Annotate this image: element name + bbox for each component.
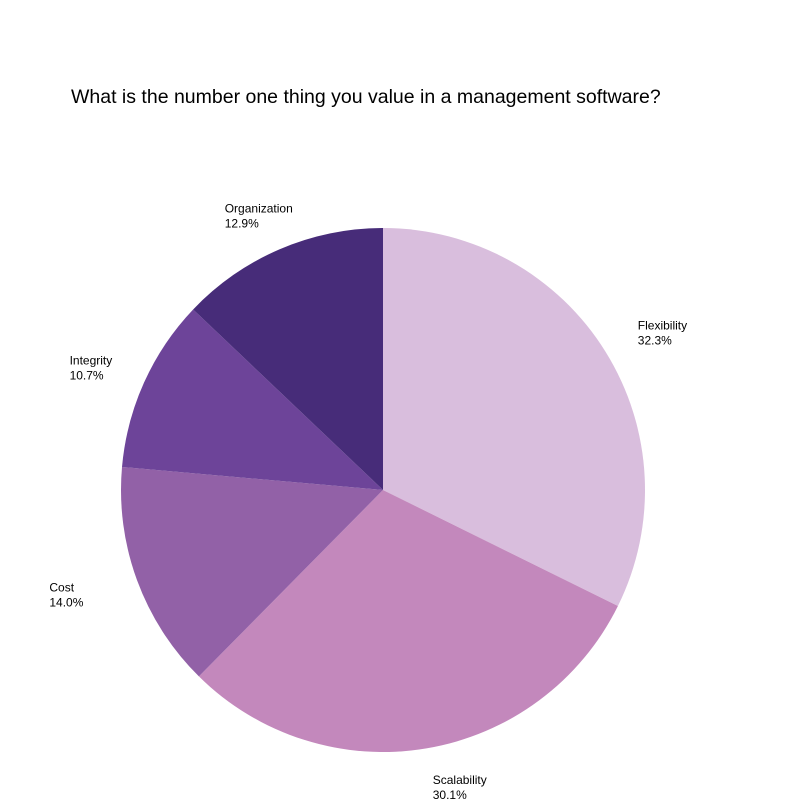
pie-slice-scalability xyxy=(198,490,618,752)
slice-label-scalability: Scalability 30.1% xyxy=(433,773,487,800)
pie-labels: Flexibility 32.3% Scalability 30.1% Cost 14.0… xyxy=(49,201,687,800)
pie-slice-integrity xyxy=(122,309,383,490)
pie-slice-cost xyxy=(121,466,383,677)
slice-label-name: Organization xyxy=(225,201,293,215)
slice-label-flexibility: Flexibility 32.3% xyxy=(638,319,687,348)
slice-label-cost: Cost 14.0% xyxy=(49,580,83,609)
pie-slice-flexibility xyxy=(383,228,645,607)
slice-label-value: 30.1% xyxy=(433,788,467,800)
pie-slice-organization xyxy=(193,228,383,490)
pie-slices xyxy=(121,228,645,752)
slice-label-integrity: Integrity 10.7% xyxy=(70,354,113,383)
slice-label-name: Scalability xyxy=(433,773,487,787)
slice-label-value: 10.7% xyxy=(70,369,104,383)
slice-label-value: 14.0% xyxy=(49,595,83,609)
chart-title: What is the number one thing you value i… xyxy=(71,86,661,108)
slice-label-name: Integrity xyxy=(70,354,113,368)
slice-label-name: Flexibility xyxy=(638,319,687,333)
slice-label-value: 32.3% xyxy=(638,334,672,348)
slice-label-value: 12.9% xyxy=(225,216,259,230)
slice-label-name: Cost xyxy=(49,580,74,594)
slice-label-organization: Organization 12.9% xyxy=(225,201,293,230)
